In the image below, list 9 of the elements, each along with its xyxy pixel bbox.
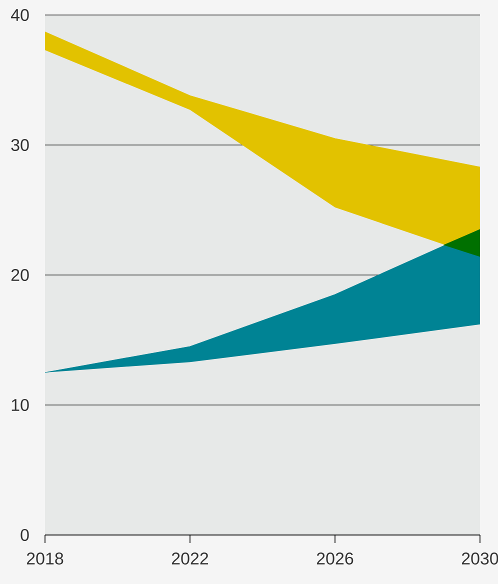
x-tick-label: 2022 — [172, 552, 208, 565]
y-tick-label: 40 — [10, 8, 29, 22]
y-tick-label: 20 — [11, 268, 29, 282]
y-tick-label: 30 — [11, 138, 29, 152]
y-tick-label: 0 — [20, 528, 29, 542]
x-tick-label: 2026 — [316, 552, 354, 565]
y-tick-label: 10 — [12, 398, 29, 412]
x-tick-label: 2018 — [26, 552, 64, 565]
x-tick-label: 2030 — [462, 552, 498, 565]
